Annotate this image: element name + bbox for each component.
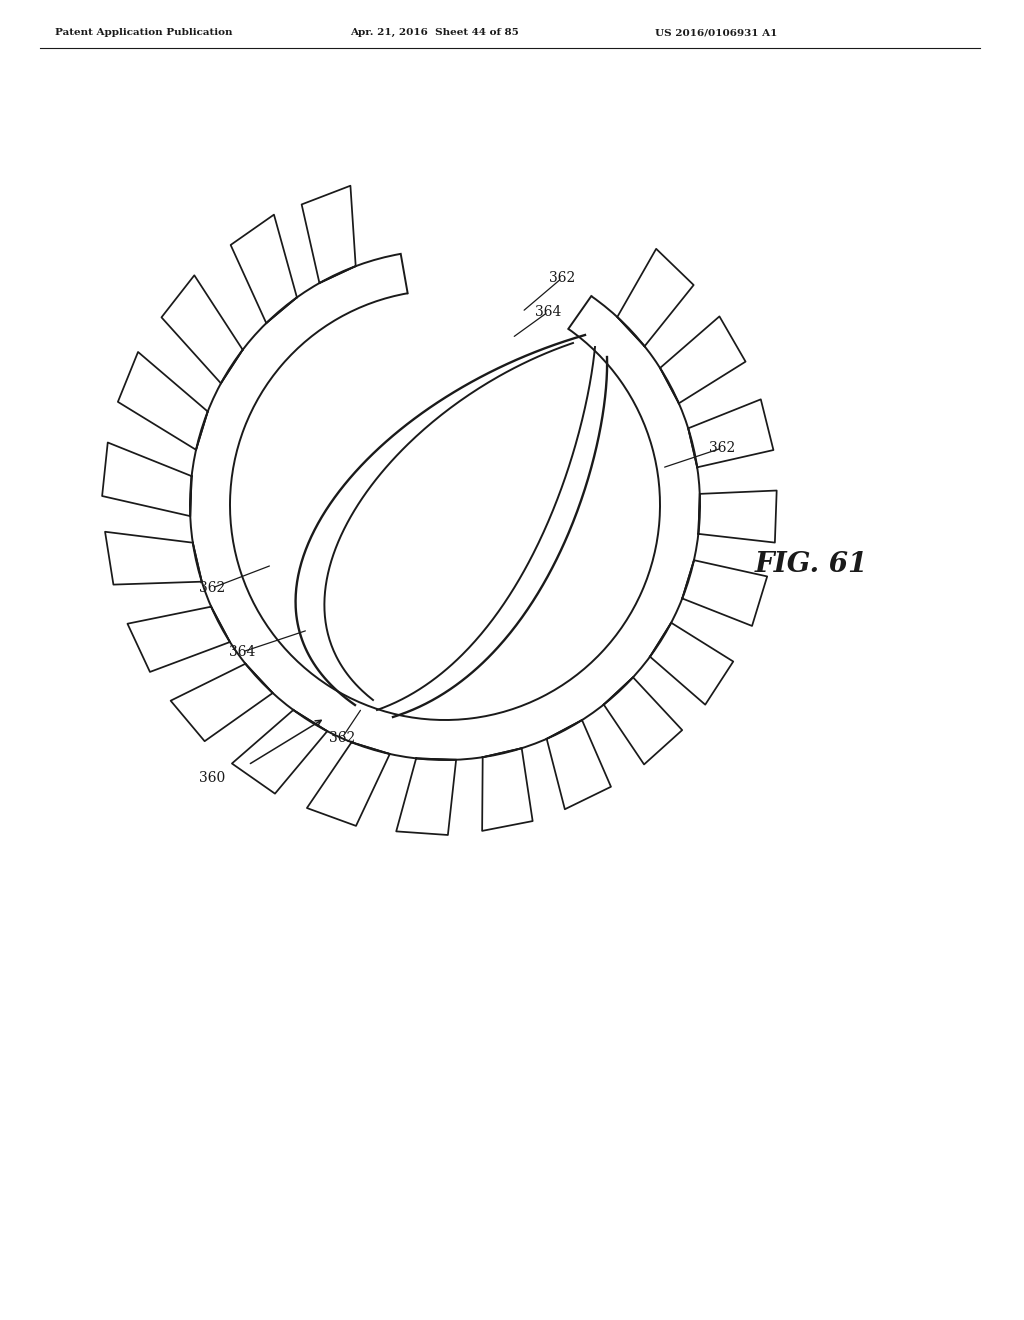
Text: FIG. 61: FIG. 61 <box>755 552 868 578</box>
Text: 362: 362 <box>329 731 355 744</box>
Text: 364: 364 <box>228 645 255 659</box>
Text: Patent Application Publication: Patent Application Publication <box>55 28 232 37</box>
Text: US 2016/0106931 A1: US 2016/0106931 A1 <box>655 28 777 37</box>
Text: 360: 360 <box>199 771 225 785</box>
Text: 362: 362 <box>199 581 225 595</box>
Text: 362: 362 <box>709 441 735 455</box>
Text: 364: 364 <box>535 305 561 319</box>
Text: Apr. 21, 2016  Sheet 44 of 85: Apr. 21, 2016 Sheet 44 of 85 <box>350 28 519 37</box>
Text: 362: 362 <box>549 271 575 285</box>
